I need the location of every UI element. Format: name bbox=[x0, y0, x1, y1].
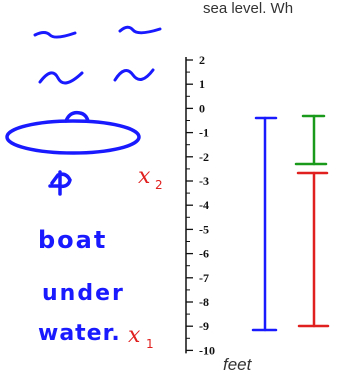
number-line-label: -2 bbox=[199, 150, 209, 164]
number-line-label: 2 bbox=[199, 53, 205, 67]
number-line-label: -7 bbox=[199, 271, 209, 285]
boat-drawing bbox=[5, 110, 141, 196]
word-under: under bbox=[42, 281, 125, 306]
number-line-label: -8 bbox=[199, 295, 209, 309]
word-boat: boat bbox=[38, 226, 107, 254]
waves-drawing bbox=[33, 25, 162, 85]
wave-icon bbox=[113, 68, 155, 82]
number-line-label: -3 bbox=[199, 174, 209, 188]
x1-label: x 1 bbox=[128, 323, 154, 351]
word-water: water. bbox=[38, 321, 121, 346]
number-line-label: -10 bbox=[199, 343, 215, 357]
number-line-label: -6 bbox=[199, 247, 209, 261]
number-line-label: -9 bbox=[199, 319, 209, 333]
wave-icon bbox=[33, 31, 77, 39]
number-line-label: 1 bbox=[199, 77, 205, 91]
number-line-label: -4 bbox=[199, 198, 209, 212]
wave-icon bbox=[118, 25, 162, 35]
x2-label: x 2 bbox=[138, 164, 163, 192]
red-bracket bbox=[296, 171, 330, 328]
number-line-label: -1 bbox=[199, 126, 209, 140]
blue-bracket bbox=[251, 116, 278, 332]
number-line-label: 0 bbox=[199, 101, 205, 115]
svg-text:2: 2 bbox=[155, 178, 163, 192]
green-bracket bbox=[294, 114, 328, 166]
svg-text:x: x bbox=[128, 323, 141, 348]
number-line-label: -5 bbox=[199, 222, 209, 236]
header-text: sea level. Wh bbox=[203, 0, 294, 17]
svg-text:x: x bbox=[138, 164, 151, 189]
wave-icon bbox=[38, 71, 84, 85]
svg-text:1: 1 bbox=[146, 337, 154, 351]
unit-label: feet bbox=[223, 355, 253, 374]
number-line: 2 1 0 -1 -2 -3 -4 -5 -6 -7 -8 -9 -10 bbox=[185, 53, 215, 357]
